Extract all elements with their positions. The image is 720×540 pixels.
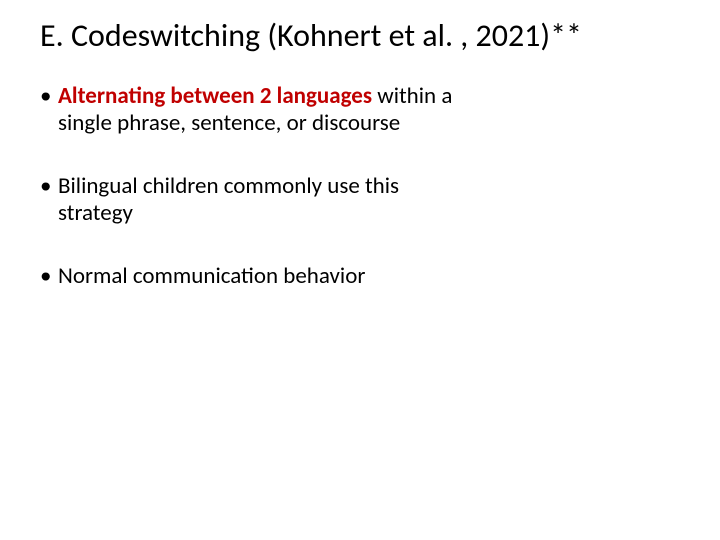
slide-title: E. Codeswitching (Kohnert et al. , 2021)… <box>40 18 680 55</box>
bullet-item: Normal communication behavior <box>40 263 460 290</box>
bullet-list: Alternating between 2 languages within a… <box>40 83 460 291</box>
slide: E. Codeswitching (Kohnert et al. , 2021)… <box>0 0 720 540</box>
bullet-emphasis: Alternating between 2 languages <box>58 82 377 110</box>
bullet-text: Bilingual children commonly use this str… <box>58 172 399 227</box>
bullet-item: Alternating between 2 languages within a… <box>40 83 460 137</box>
bullet-item: Bilingual children commonly use this str… <box>40 173 460 227</box>
bullet-text: Normal communication behavior <box>58 262 365 290</box>
